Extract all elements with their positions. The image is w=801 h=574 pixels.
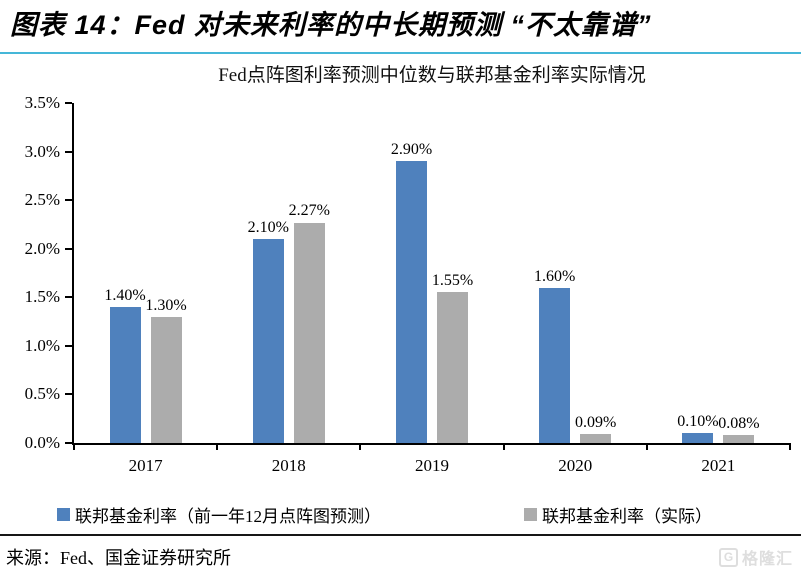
y-axis-tick — [65, 150, 72, 153]
bar-value-label: 2.90% — [390, 141, 433, 159]
x-axis-category-label: 2021 — [701, 456, 736, 475]
gelonghui-logo-icon: G — [718, 547, 738, 567]
chart-title: Fed点阵图利率预测中位数与联邦基金利率实际情况 — [218, 65, 646, 86]
bar-value-label: 1.40% — [104, 287, 146, 304]
legend-label-actual: 联邦基金利率（实际） — [542, 507, 712, 526]
x-axis-tick — [73, 443, 75, 450]
bar-2020-actual — [580, 434, 612, 443]
bar-2018-predicted — [252, 239, 284, 443]
y-axis-tick-label: 0.5% — [24, 384, 60, 404]
legend-item-actual: 联邦基金利率（实际） — [524, 502, 712, 527]
bar-2020-predicted — [539, 287, 571, 443]
bar-value-label: 0.08% — [718, 415, 760, 433]
bar-value-label: 0.09% — [575, 414, 617, 432]
y-axis-tick — [65, 442, 72, 444]
y-axis-tick — [65, 344, 72, 347]
bar-2017-predicted — [109, 307, 141, 443]
y-axis-tick — [65, 199, 72, 202]
gelonghui-watermark: G 格隆汇 — [718, 545, 793, 569]
bar-2018-actual — [293, 222, 325, 443]
report-header: 图表 14：Fed 对未来利率的中长期预测 “不太靠谱” — [0, 0, 801, 54]
bar-value-label: 2.10% — [247, 219, 289, 236]
bar-2019-actual — [437, 292, 468, 443]
bar-2019-predicted — [396, 161, 427, 443]
footer-divider — [0, 534, 801, 536]
legend-swatch-actual — [524, 508, 537, 521]
x-axis-category-label: 2017 — [128, 456, 163, 475]
y-axis-tick — [65, 102, 72, 104]
x-axis-tick — [645, 443, 648, 450]
y-axis-tick-label: 3.5% — [24, 93, 60, 112]
x-axis-tick — [502, 443, 505, 450]
legend-item-predicted: 联邦基金利率（前一年12月点阵图预测） — [57, 502, 381, 527]
bar-value-label: 1.55% — [431, 272, 474, 290]
figure-title: 图表 14：Fed 对未来利率的中长期预测 “不太靠谱” — [10, 10, 652, 40]
y-axis-tick-label: 0.0% — [24, 433, 60, 452]
y-axis-tick — [65, 247, 72, 250]
y-axis-tick-label: 2.0% — [24, 238, 60, 258]
y-axis-tick — [65, 296, 72, 299]
x-axis-tick — [789, 443, 791, 450]
gelonghui-logo-text: 格隆汇 — [741, 551, 793, 568]
x-axis-category-label: 2018 — [271, 456, 306, 475]
bar-value-label: 1.30% — [145, 296, 187, 314]
legend-swatch-predicted — [57, 508, 70, 521]
y-axis-tick-label: 1.5% — [24, 287, 60, 307]
bar-value-label: 0.10% — [677, 413, 719, 431]
y-axis-tick-label: 1.0% — [24, 335, 60, 355]
legend-label-predicted: 联邦基金利率（前一年12月点阵图预测） — [75, 507, 381, 526]
bar-2021-actual — [723, 435, 755, 443]
x-axis-category-label: 2019 — [415, 456, 449, 475]
bar-value-label: 1.60% — [534, 267, 576, 285]
y-axis-tick-label: 2.5% — [24, 190, 60, 210]
bar-chart: Fed点阵图利率预测中位数与联邦基金利率实际情况 3.5% 3.0% 2.5% 2.0… — [0, 56, 801, 532]
bar-value-label: 2.27% — [288, 202, 330, 220]
source-note: 来源：Fed、国金证券研究所 — [6, 548, 231, 568]
plot-area: 1.40% 2.10% 2.90% 1.60% 0.10% 1.30% 2.27% 1.55%… — [65, 102, 791, 450]
bar-2021-predicted — [682, 433, 714, 443]
footer: 来源：Fed、国金证券研究所 G 格隆汇 — [0, 540, 801, 574]
bar-2017-actual — [150, 316, 182, 443]
x-axis-category-label: 2020 — [558, 456, 593, 475]
y-axis-tick — [65, 393, 72, 396]
x-axis-tick — [359, 443, 362, 450]
y-axis-tick-label: 3.0% — [24, 141, 60, 161]
x-axis-tick — [216, 443, 219, 450]
